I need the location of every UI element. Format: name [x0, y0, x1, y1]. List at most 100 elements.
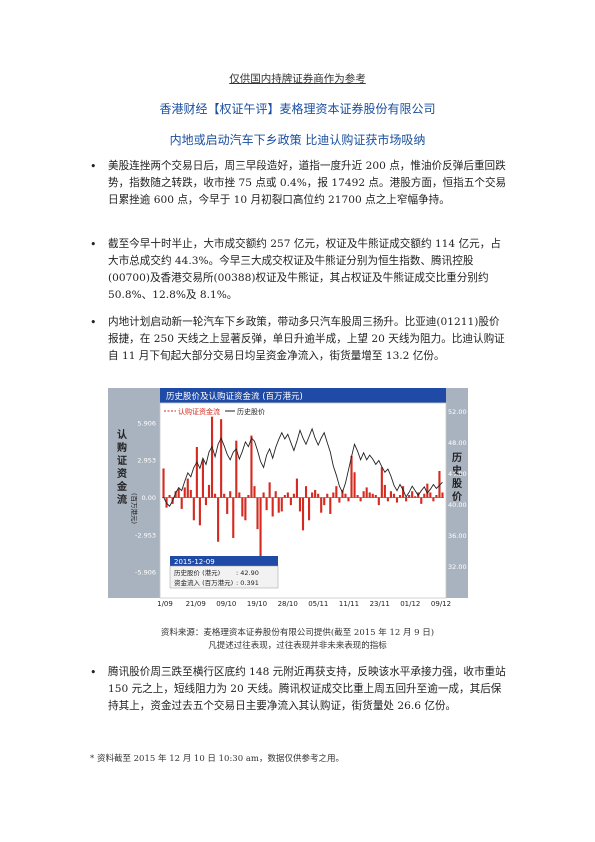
company-title: 香港财经【权证午评】麦格理资本证券股份有限公司: [159, 102, 436, 116]
footnote: * 资料截至 2015 年 12 月 10 日 10:30 am，数据仅供参考之…: [90, 754, 344, 764]
plot-frame: [159, 402, 447, 599]
flow-bar: [214, 493, 217, 498]
x-tick-label: 09/12: [431, 600, 451, 608]
y2-tick-label: 48.00: [448, 439, 467, 447]
bullet-icon: •: [90, 160, 97, 173]
y-axis-ticks: 5.906 2.953 0.00 -2.953 -5.906: [135, 419, 156, 576]
flow-bar: [223, 493, 226, 498]
flow-bar: [283, 495, 286, 498]
y-axis-label-char: 资: [117, 467, 127, 480]
bullet-icon: •: [90, 666, 97, 679]
y2-tick-label: 44.00: [448, 470, 467, 478]
tooltip-header: [170, 556, 278, 566]
flow-bar: [438, 470, 441, 498]
left-axis-band: [108, 388, 160, 598]
flow-bar: [326, 493, 329, 498]
y-axis-unit: (百万港元): [130, 493, 139, 524]
chart-header-bar: [160, 388, 446, 403]
flow-bar: [320, 497, 323, 513]
flow-bar: [201, 459, 204, 498]
flow-bar: [292, 493, 295, 498]
flow-bar: [192, 497, 195, 521]
y-axis-label-char: 流: [117, 493, 127, 506]
tooltip-price-label: 历史股价 (港元): [174, 568, 220, 577]
paragraph-text: 美股连挫两个交易日后，周三早段造好，道指一度升近 200 点，惟油价反弹后重回跌…: [108, 160, 507, 206]
flow-bar: [301, 497, 305, 531]
flow-bar: [392, 493, 396, 498]
y2-axis-label: 历史股价: [452, 452, 463, 503]
disclaimer: 仅供国内持牌证券商作为参考: [229, 73, 366, 85]
right-axis-band: [446, 388, 468, 598]
x-tick-label: 1/09: [157, 600, 173, 608]
tooltip-date: 2015-12-09: [174, 558, 215, 566]
bullet-icon: •: [90, 316, 97, 329]
chart-source: 资料来源：麦格理资本证券股份有限公司提供(截至 2015 年 12 月 9 日)…: [0, 627, 595, 653]
flow-bar: [241, 497, 244, 517]
flow-bar: [414, 496, 417, 498]
flow-bar: [368, 492, 371, 498]
flow-bar: [217, 497, 220, 542]
flow-bar: [311, 492, 314, 498]
flow-bar: [189, 489, 192, 498]
flow-bar: [411, 491, 414, 498]
flow-bar: [268, 482, 271, 498]
flow-bar: [280, 497, 283, 512]
flow-bar: [232, 497, 235, 538]
paragraph-turnover: • 截至今早十时半止，大市成交额约 257 亿元，权证及牛熊证成交额约 114 …: [90, 236, 508, 304]
y2-tick-label: 40.00: [448, 501, 467, 509]
y2-tick-label: 36.00: [448, 532, 467, 540]
flow-bar: [289, 497, 292, 506]
bullet-icon: •: [90, 238, 97, 251]
flow-bar: [335, 486, 338, 498]
flow-bar: [314, 489, 317, 498]
paragraph-text: 截至今早十时半止，大市成交额约 257 亿元，权证及牛熊证成交额约 114 亿元…: [108, 238, 501, 301]
y-axis-label: 认购证资金流: [116, 428, 128, 506]
chart-background: [108, 388, 468, 610]
y-tick-label: 5.906: [137, 419, 156, 427]
flow-bar: [317, 493, 320, 498]
flow-bars: [162, 416, 444, 573]
flow-bar: [398, 495, 402, 498]
y-axis-label-char: 认: [117, 428, 128, 441]
paragraph-byd: • 内地计划启动新一轮汽车下乡政策，带动多只汽车股周三扬升。比亚迪(01211)…: [90, 314, 508, 365]
flow-bar: [395, 497, 399, 503]
tooltip-body: [169, 565, 279, 589]
flow-bar: [265, 497, 268, 511]
flow-bar: [402, 486, 405, 498]
x-tick-label: 11/11: [339, 600, 359, 608]
x-tick-label: 09/10: [216, 600, 236, 608]
flow-bar: [204, 497, 208, 506]
y2-axis-label-char: 股: [452, 478, 463, 490]
flow-bar: [274, 491, 277, 498]
x-tick-label: 05/11: [308, 600, 328, 608]
flow-bar: [429, 492, 432, 498]
y-tick-label: -2.953: [135, 531, 156, 539]
flow-bar: [359, 497, 362, 502]
flow-bar: [408, 495, 411, 498]
flow-bar: [426, 483, 429, 498]
paragraph-tencent: • 腾讯股价周三跌至横行区底约 148 元附近再获支持，反映该水平承接力强，收市…: [90, 664, 508, 715]
flow-bar: [432, 497, 435, 502]
tooltip-price-value: : 42.90: [236, 569, 259, 577]
y2-axis-label-char: 史: [452, 464, 463, 477]
flow-bar: [162, 468, 165, 498]
legend-flow-label: 认购证资金流: [178, 407, 220, 416]
x-tick-label: 23/11: [370, 600, 390, 608]
flow-bar: [338, 497, 341, 503]
flow-bar: [180, 497, 183, 509]
flow-bar: [441, 492, 444, 498]
flow-bar: [304, 486, 308, 498]
flow-bar: [226, 497, 229, 514]
flow-bar: [186, 478, 189, 498]
legend-price-label: 历史股价: [237, 407, 265, 416]
source-line: 资料来源：麦格理资本证券股份有限公司提供(截至 2015 年 12 月 9 日): [160, 628, 435, 638]
flow-bar: [347, 497, 350, 502]
flow-bar: [271, 497, 274, 517]
y-tick-label: -5.906: [135, 569, 156, 577]
x-tick-label: 21/09: [186, 600, 206, 608]
flow-bar: [244, 497, 247, 521]
flow-bar: [380, 467, 383, 498]
x-tick-label: 19/10: [247, 600, 267, 608]
paragraph-us-hk-market: • 美股连挫两个交易日后，周三早段造好，道指一度升近 200 点，惟油价反弹后重…: [90, 158, 508, 209]
flow-bar: [298, 497, 302, 512]
